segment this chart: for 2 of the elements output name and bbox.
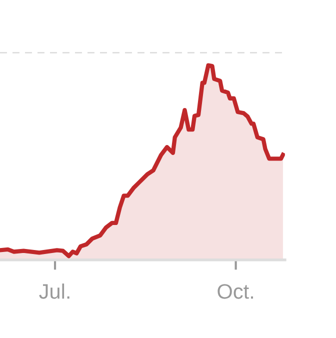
x-tick-label: Oct. [218,284,253,299]
x-tick-label: Jul. [39,284,70,299]
